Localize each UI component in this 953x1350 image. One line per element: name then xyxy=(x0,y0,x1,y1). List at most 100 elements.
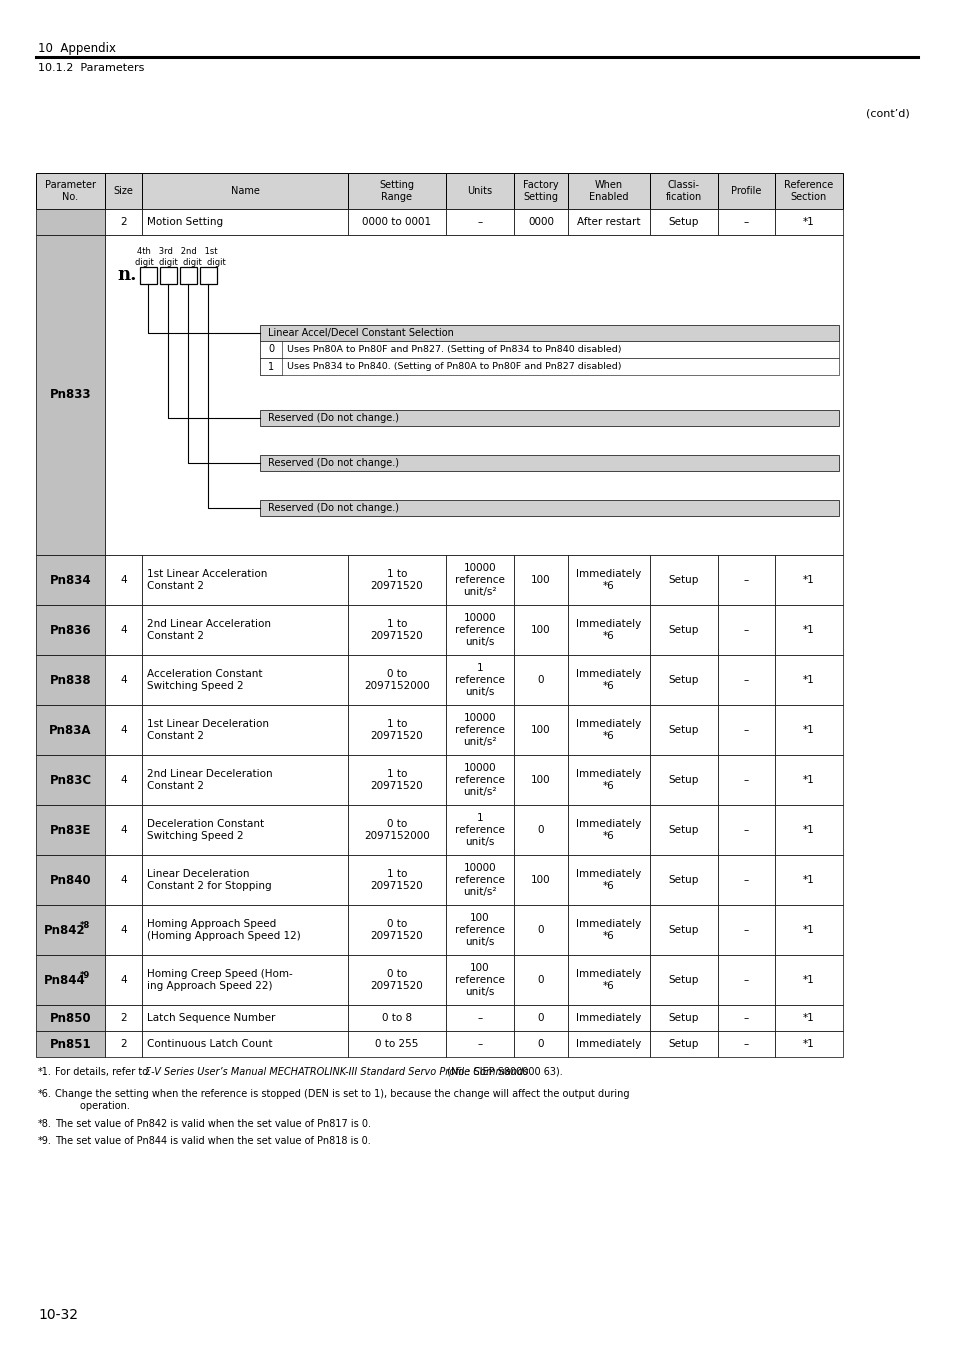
Text: 1 to
20971520: 1 to 20971520 xyxy=(370,720,423,741)
Text: 2: 2 xyxy=(120,217,127,227)
Text: –: – xyxy=(743,725,748,734)
Text: *1: *1 xyxy=(802,675,814,684)
Bar xyxy=(649,1031,718,1057)
Bar xyxy=(514,1004,567,1031)
Bar xyxy=(718,655,774,705)
Bar xyxy=(36,954,105,1004)
Text: 100: 100 xyxy=(531,625,550,634)
Bar xyxy=(260,342,282,358)
Text: 4: 4 xyxy=(120,825,127,836)
Bar xyxy=(348,209,446,235)
Text: 0: 0 xyxy=(537,825,543,836)
Text: 10000
reference
unit/s²: 10000 reference unit/s² xyxy=(455,713,504,747)
Bar xyxy=(260,342,838,358)
Bar xyxy=(514,209,567,235)
Bar xyxy=(567,805,649,855)
Text: Setup: Setup xyxy=(668,1012,699,1023)
Text: Factory
Setting: Factory Setting xyxy=(522,180,558,201)
Bar xyxy=(567,173,649,209)
Text: 0 to 8: 0 to 8 xyxy=(381,1012,412,1023)
Text: Pn842: Pn842 xyxy=(44,923,85,937)
Bar xyxy=(446,805,514,855)
Text: Size: Size xyxy=(113,186,133,196)
Text: 0 to
20971520: 0 to 20971520 xyxy=(370,919,423,941)
Bar xyxy=(649,173,718,209)
Bar xyxy=(36,855,105,904)
Bar xyxy=(348,173,446,209)
Bar xyxy=(446,173,514,209)
Bar xyxy=(140,266,157,283)
Text: Name: Name xyxy=(231,186,259,196)
Text: Reserved (Do not change.): Reserved (Do not change.) xyxy=(268,504,398,513)
Text: –: – xyxy=(743,675,748,684)
Bar xyxy=(567,605,649,655)
Text: 4: 4 xyxy=(120,875,127,886)
Bar xyxy=(567,954,649,1004)
Text: 0000: 0000 xyxy=(527,217,554,227)
Bar xyxy=(567,705,649,755)
Text: *1: *1 xyxy=(802,825,814,836)
Text: Parameter
No.: Parameter No. xyxy=(45,180,96,201)
Text: –: – xyxy=(743,775,748,784)
Text: *1: *1 xyxy=(802,1012,814,1023)
Bar xyxy=(446,1031,514,1057)
Bar xyxy=(36,904,105,954)
Text: *9: *9 xyxy=(79,971,90,980)
Bar xyxy=(260,455,838,471)
Bar xyxy=(142,1031,348,1057)
Bar xyxy=(774,705,842,755)
Bar xyxy=(718,1004,774,1031)
Text: Classi-
fication: Classi- fication xyxy=(665,180,701,201)
Text: The set value of Pn842 is valid when the set value of Pn817 is 0.: The set value of Pn842 is valid when the… xyxy=(55,1119,371,1129)
Text: –: – xyxy=(743,625,748,634)
Bar xyxy=(142,954,348,1004)
Text: 0: 0 xyxy=(537,1040,543,1049)
Text: Pn840: Pn840 xyxy=(50,873,91,887)
Bar xyxy=(142,855,348,904)
Text: Setup: Setup xyxy=(668,875,699,886)
Bar xyxy=(142,209,348,235)
Bar xyxy=(514,755,567,805)
Text: *1: *1 xyxy=(802,725,814,734)
Text: Linear Deceleration
Constant 2 for Stopping: Linear Deceleration Constant 2 for Stopp… xyxy=(147,869,272,891)
Text: 4: 4 xyxy=(120,575,127,585)
Text: Setup: Setup xyxy=(668,775,699,784)
Bar xyxy=(718,805,774,855)
Bar xyxy=(348,954,446,1004)
Text: *1: *1 xyxy=(802,875,814,886)
Text: 0: 0 xyxy=(537,975,543,985)
Bar xyxy=(774,1004,842,1031)
Bar xyxy=(649,705,718,755)
Bar xyxy=(774,904,842,954)
Text: Pn850: Pn850 xyxy=(50,1011,91,1025)
Bar xyxy=(260,500,838,516)
Bar xyxy=(105,173,142,209)
Text: –: – xyxy=(743,975,748,985)
Bar xyxy=(718,209,774,235)
Bar xyxy=(348,755,446,805)
Bar xyxy=(36,1004,105,1031)
Text: 2: 2 xyxy=(120,1012,127,1023)
Bar xyxy=(142,1004,348,1031)
Bar xyxy=(774,954,842,1004)
Text: 4th   3rd   2nd   1st: 4th 3rd 2nd 1st xyxy=(137,247,217,256)
Text: Continuous Latch Count: Continuous Latch Count xyxy=(147,1040,273,1049)
Text: Change the setting when the reference is stopped (DEN is set to 1), because the : Change the setting when the reference is… xyxy=(55,1089,629,1111)
Text: 100
reference
unit/s: 100 reference unit/s xyxy=(455,914,504,946)
Text: 10-32: 10-32 xyxy=(38,1308,78,1322)
Bar xyxy=(142,173,348,209)
Bar xyxy=(774,655,842,705)
Text: Latch Sequence Number: Latch Sequence Number xyxy=(147,1012,275,1023)
Bar xyxy=(348,855,446,904)
Bar xyxy=(718,755,774,805)
Bar xyxy=(36,173,105,209)
Bar xyxy=(36,209,105,235)
Bar xyxy=(348,1031,446,1057)
Bar xyxy=(348,555,446,605)
Bar xyxy=(142,755,348,805)
Bar xyxy=(200,266,216,283)
Bar xyxy=(649,605,718,655)
Text: (cont’d): (cont’d) xyxy=(865,108,909,117)
Bar xyxy=(514,605,567,655)
Text: –: – xyxy=(743,925,748,936)
